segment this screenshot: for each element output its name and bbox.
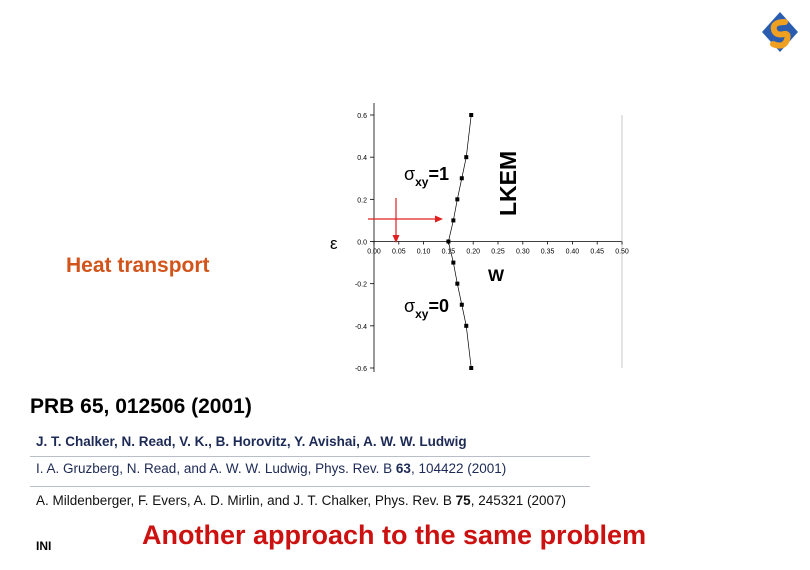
- institute-logo-icon: [762, 12, 798, 52]
- ref-text: , 104422 (2001): [410, 461, 507, 476]
- x-tick-label: 0.50: [615, 249, 629, 256]
- ref-text: , 245321 (2007): [470, 493, 567, 508]
- y-tick-label: 0.0: [357, 240, 367, 247]
- sigma-subscript: xy: [415, 307, 429, 321]
- x-tick-label: 0.20: [466, 249, 480, 256]
- data-point: [455, 197, 460, 202]
- w-axis-label: W: [488, 266, 505, 285]
- sigma-xy-1-annotation: σxy=1: [404, 164, 449, 189]
- sigma-xy-0-annotation: σxy=0: [404, 296, 449, 321]
- y-tick-label: 0.6: [357, 113, 367, 120]
- y-tick-label: -0.4: [355, 324, 367, 331]
- x-tick-label: 0.00: [367, 249, 381, 256]
- ref-text: A. Mildenberger, F. Evers, A. D. Mirlin,…: [36, 493, 456, 508]
- sigma-symbol: σ: [404, 296, 415, 316]
- sigma-subscript: xy: [415, 175, 429, 189]
- data-point: [451, 260, 456, 265]
- data-point: [459, 176, 464, 181]
- chart-axes: 0.6 0.4 0.2 0.0 -0.2 -0.4 -0.6 0.00 0.05 0.10 0.15…: [355, 103, 629, 373]
- x-tick-label: 0.05: [392, 249, 406, 256]
- ref-volume: 63: [395, 461, 411, 476]
- y-tick-label: -0.2: [355, 282, 367, 289]
- data-point: [464, 155, 469, 160]
- heat-transport-label: Heat transport: [66, 254, 210, 277]
- vertical-arrow-head: [392, 235, 400, 243]
- divider: [30, 486, 590, 487]
- ref-text: I. A. Gruzberg, N. Read, and A. W. W. Lu…: [36, 461, 396, 476]
- x-tick-label: 0.30: [516, 249, 530, 256]
- author-list: J. T. Chalker, N. Read, V. K., B. Horovi…: [36, 434, 467, 449]
- x-tick-label: 0.25: [491, 249, 505, 256]
- horizontal-arrow-head: [435, 215, 443, 223]
- y-tick-label: 0.2: [357, 197, 367, 204]
- x-tick-label: 0.10: [417, 249, 431, 256]
- ini-label: INI: [36, 539, 52, 553]
- epsilon-axis-label: ε: [330, 234, 338, 253]
- sigma-value: =0: [428, 296, 449, 316]
- sigma-symbol: σ: [404, 164, 415, 184]
- data-point: [464, 323, 469, 328]
- data-point: [455, 281, 460, 286]
- reference-gruzberg: I. A. Gruzberg, N. Read, and A. W. W. Lu…: [36, 461, 506, 476]
- reference-mildenberger: A. Mildenberger, F. Evers, A. D. Mirlin,…: [36, 493, 566, 508]
- y-tick-label: 0.4: [357, 155, 367, 162]
- chart-marks: [446, 113, 474, 370]
- sigma-value: =1: [428, 164, 449, 184]
- x-tick-label: 0.15: [442, 249, 456, 256]
- data-point: [446, 239, 451, 244]
- x-tick-label: 0.35: [541, 249, 555, 256]
- divider: [30, 456, 590, 457]
- data-point: [459, 302, 464, 307]
- ref-volume: 75: [455, 493, 471, 508]
- data-point: [451, 218, 456, 223]
- data-point: [469, 113, 474, 117]
- another-approach-heading: Another approach to the same problem: [142, 520, 647, 550]
- data-point: [469, 366, 474, 370]
- rotated-lkem-label: LKEM: [495, 151, 521, 216]
- x-tick-label: 0.45: [590, 249, 604, 256]
- prb-citation: PRB 65, 012506 (2001): [30, 395, 252, 418]
- y-tick-label: -0.6: [355, 366, 367, 373]
- x-tick-label: 0.40: [566, 249, 580, 256]
